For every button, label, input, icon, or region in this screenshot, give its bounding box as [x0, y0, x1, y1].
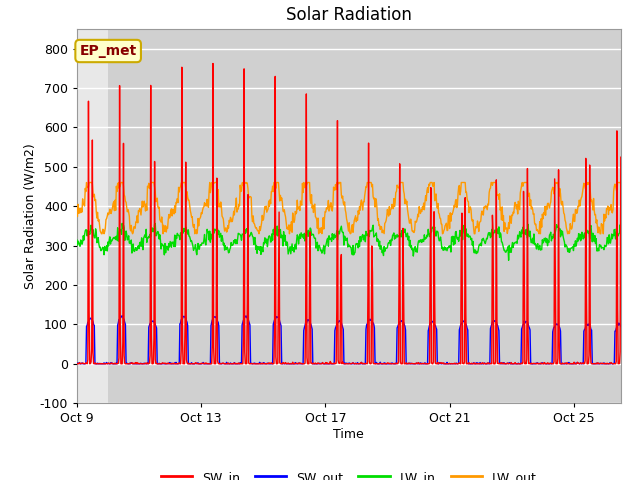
Bar: [294, 29, 356, 403]
Bar: [605, 29, 640, 403]
Bar: [77, 29, 139, 403]
Title: Solar Radiation: Solar Radiation: [286, 6, 412, 24]
Bar: [170, 29, 232, 403]
Text: EP_met: EP_met: [79, 44, 137, 58]
X-axis label: Time: Time: [333, 428, 364, 441]
Bar: [232, 29, 294, 403]
Bar: [326, 29, 388, 403]
Y-axis label: Solar Radiation (W/m2): Solar Radiation (W/m2): [24, 143, 36, 289]
Bar: [356, 29, 419, 403]
Bar: [108, 29, 170, 403]
Bar: [512, 29, 574, 403]
Bar: [201, 29, 263, 403]
Bar: [574, 29, 636, 403]
Bar: [419, 29, 481, 403]
Bar: [139, 29, 201, 403]
Bar: [543, 29, 605, 403]
Bar: [481, 29, 543, 403]
Bar: [388, 29, 450, 403]
Legend: SW_in, SW_out, LW_in, LW_out: SW_in, SW_out, LW_in, LW_out: [156, 466, 541, 480]
Bar: [263, 29, 326, 403]
Bar: [636, 29, 640, 403]
Bar: [450, 29, 512, 403]
